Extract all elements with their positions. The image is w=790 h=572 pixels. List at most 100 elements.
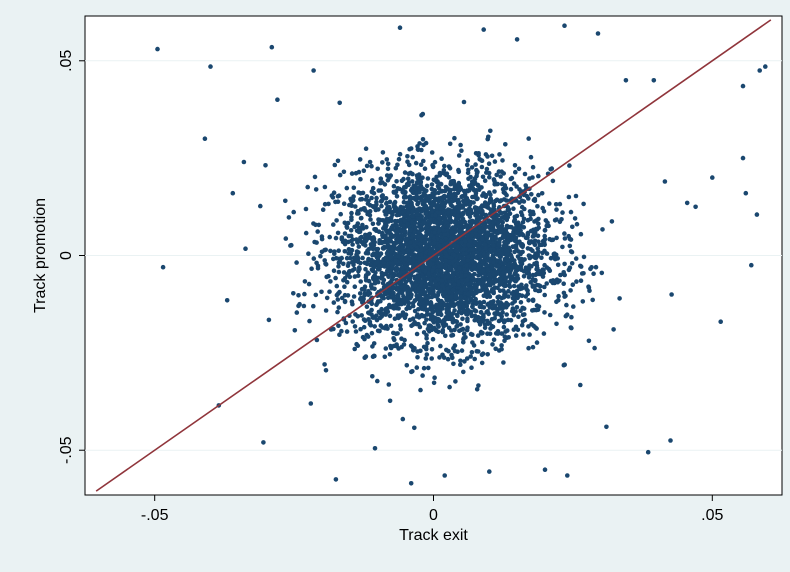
data-point [477,246,482,252]
data-point [470,218,475,224]
data-point [481,27,487,32]
data-point [497,276,503,282]
data-point [475,300,480,306]
data-point [506,335,512,340]
data-point [422,166,428,171]
data-point [460,211,465,216]
data-point [326,201,331,207]
data-point [348,255,353,261]
data-point [388,244,394,250]
data-point [368,245,373,251]
data-point [406,171,412,176]
data-point [516,314,521,320]
data-point [611,327,616,332]
data-point [394,302,399,308]
data-point [469,350,475,355]
data-point [336,264,341,269]
data-point [486,272,492,277]
data-point [562,231,567,236]
data-point [536,304,542,309]
data-point [412,425,417,431]
data-point [548,167,553,172]
data-point [489,227,494,233]
data-point [466,167,471,173]
data-point [406,253,412,258]
data-point [408,481,414,486]
data-point [506,288,511,294]
data-point [499,331,505,336]
data-point [511,206,516,211]
data-point [343,320,349,326]
data-point [564,302,569,308]
data-point [554,235,559,241]
data-point [459,348,465,353]
data-point [560,244,565,250]
data-point [342,220,348,226]
data-point [396,156,402,162]
data-point [574,279,579,284]
data-point [383,233,388,239]
data-point [337,289,342,295]
data-point [392,190,398,195]
data-point [413,160,419,166]
data-point [475,213,481,219]
data-point [684,200,690,206]
data-point [384,157,390,162]
data-point [562,362,567,368]
scatter-points [155,23,768,486]
data-point [494,172,500,178]
data-point [385,237,391,242]
data-point [511,218,517,224]
data-point [422,320,427,326]
data-point [740,83,746,89]
data-point [329,193,335,198]
data-point [391,240,397,246]
y-axis-label: Track promotion [32,198,49,313]
data-point [401,194,407,200]
data-point [374,195,379,201]
data-point [335,297,341,302]
data-point [342,298,348,304]
data-point [405,221,411,227]
data-point [363,278,369,283]
data-point [517,239,522,244]
data-point [557,201,563,207]
data-point [359,215,364,221]
data-point [470,185,476,191]
data-point [521,269,527,274]
data-point [525,291,531,297]
data-point [422,290,428,295]
data-point [402,287,407,292]
data-point [526,298,531,303]
data-point [370,344,375,349]
data-point [570,224,575,230]
data-point [465,291,471,297]
data-point [444,199,450,204]
data-point [429,294,435,300]
data-point [528,154,534,160]
data-point [555,256,560,261]
data-point [499,343,504,348]
data-point [362,336,367,342]
data-point [497,198,503,204]
data-point [426,271,432,276]
data-point [472,194,478,200]
data-point [418,162,424,167]
data-point [394,194,400,199]
data-point [438,268,443,273]
data-point [502,338,507,344]
data-point [453,248,459,254]
data-point [542,228,548,233]
data-point [710,175,715,180]
data-point [296,303,301,309]
data-point [436,290,441,296]
data-point [361,324,367,330]
data-point [499,346,504,352]
data-point [509,175,515,181]
data-point [366,271,371,276]
data-point [518,210,524,215]
data-point [369,301,375,307]
data-point [569,261,575,266]
data-point [306,281,312,287]
data-point [501,190,507,195]
